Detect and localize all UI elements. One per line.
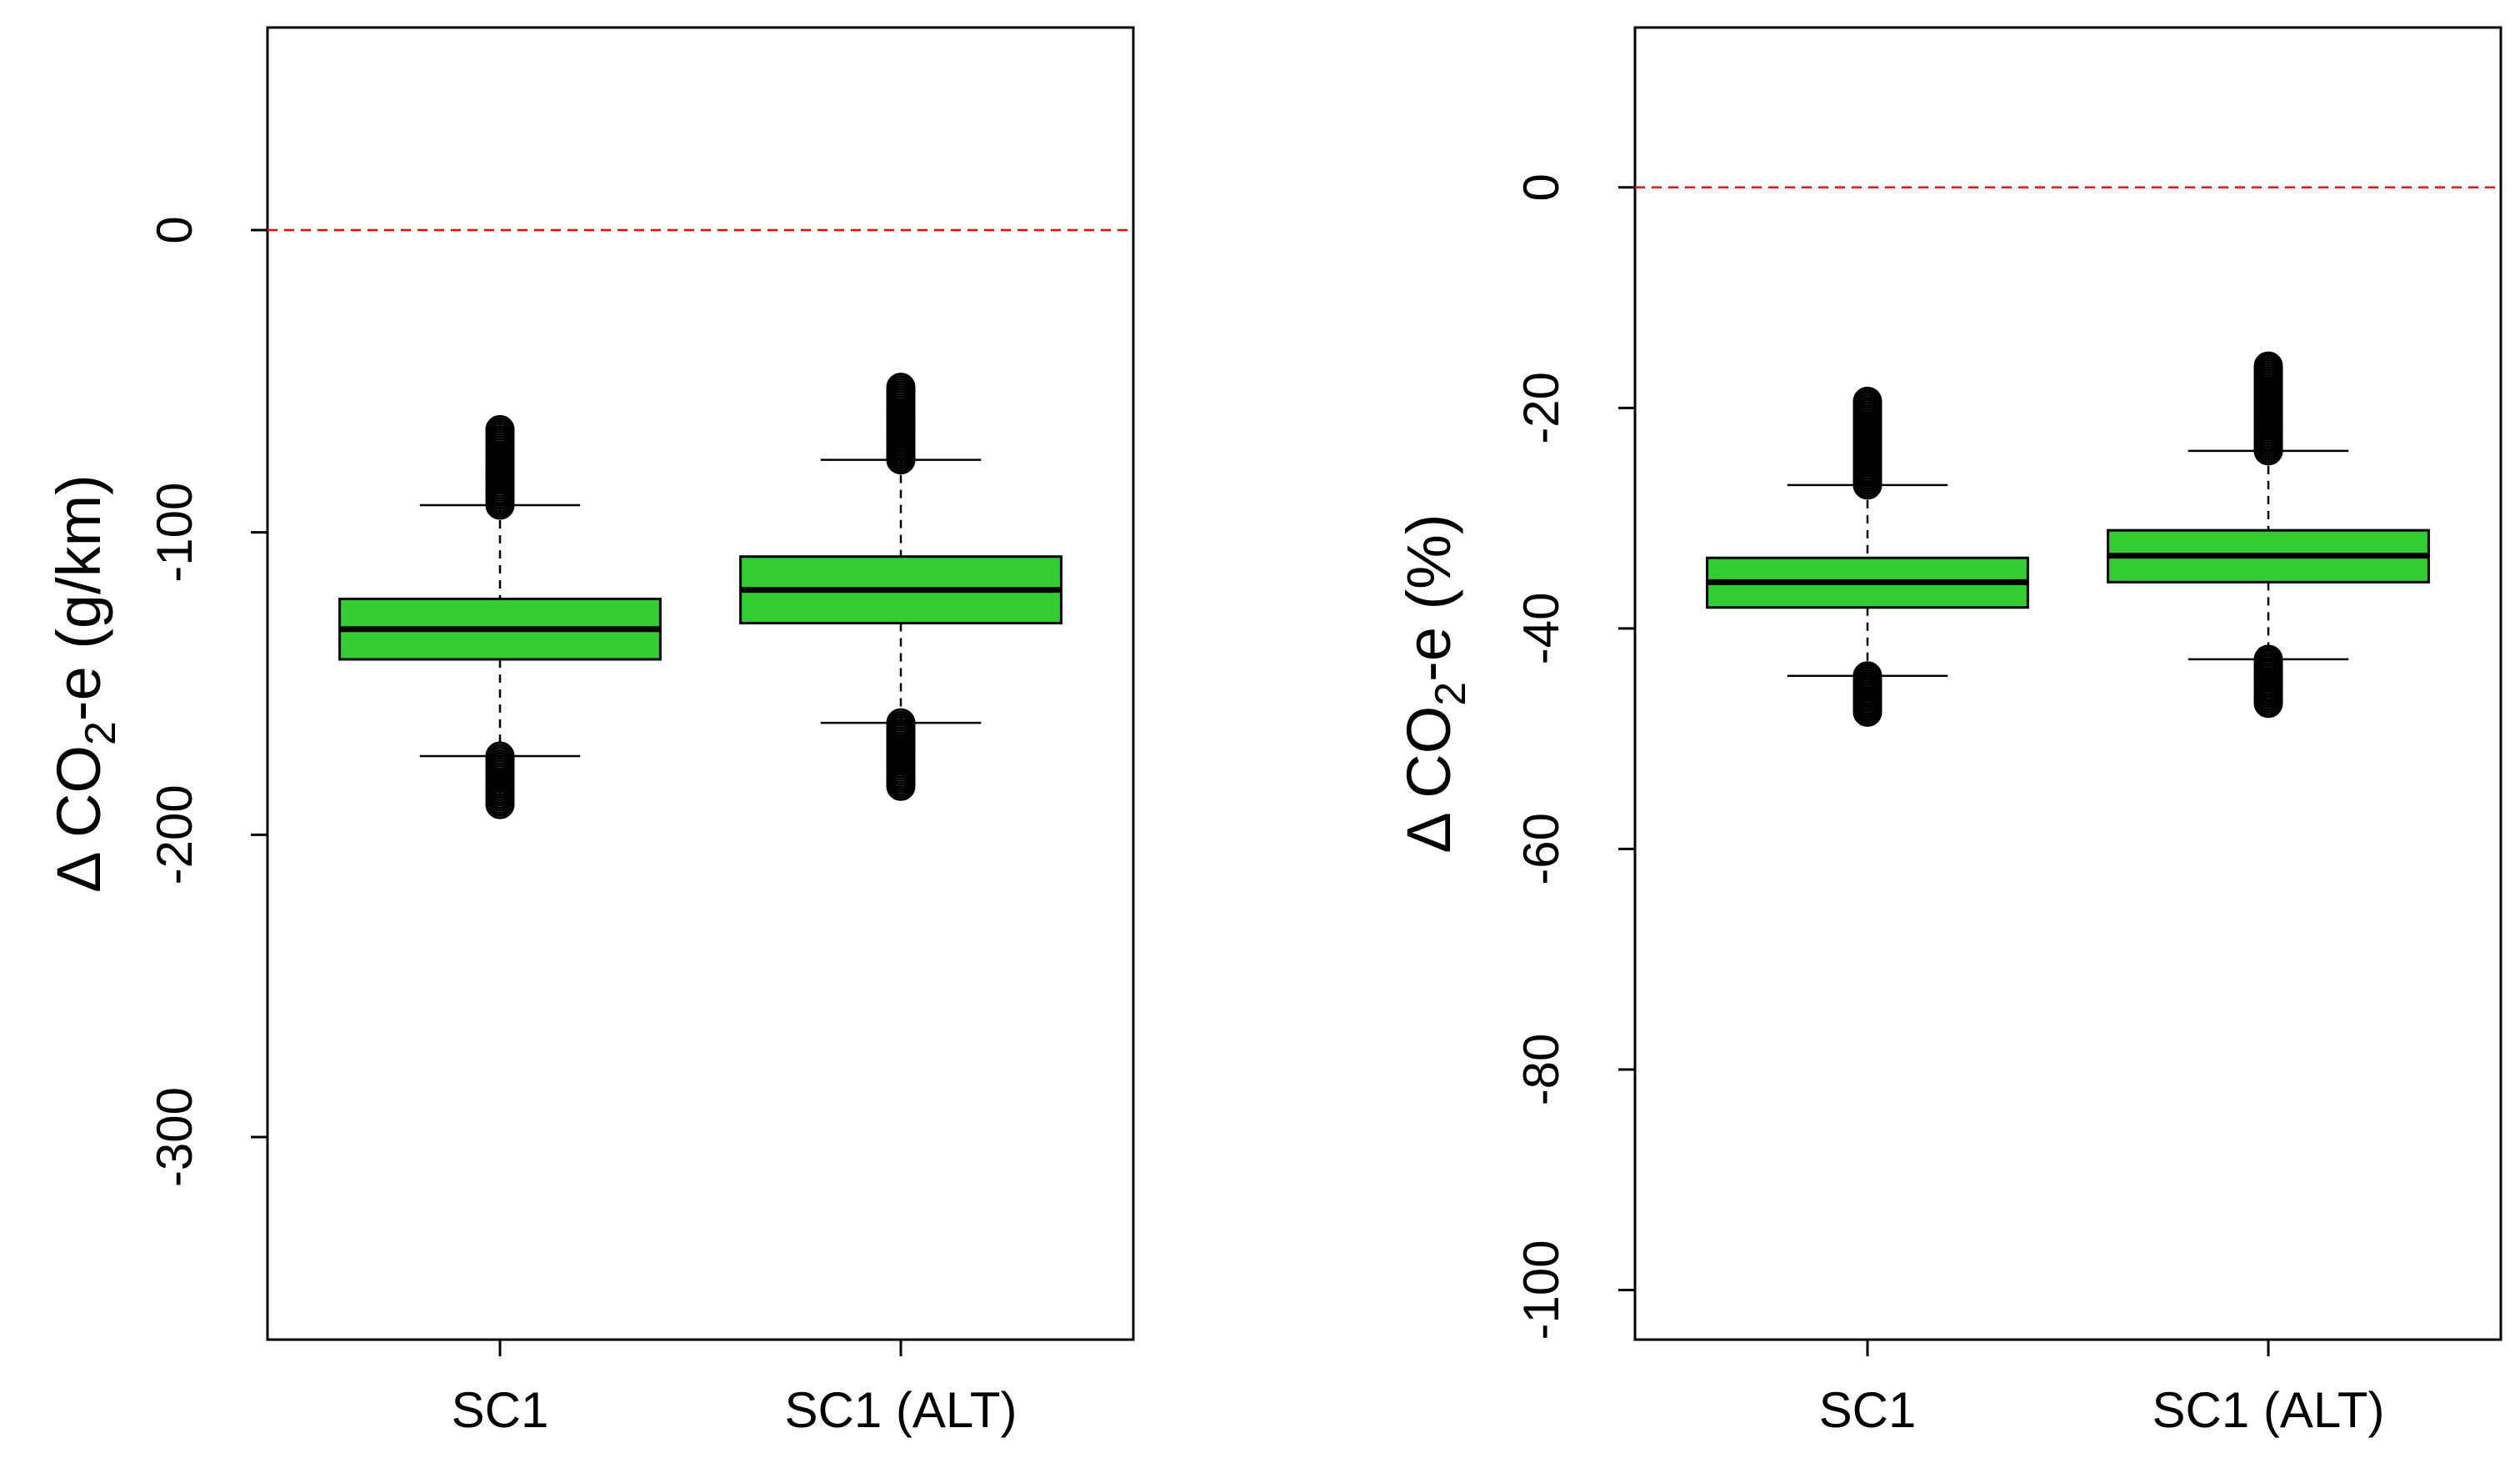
chart-marks [1635, 186, 2501, 727]
outlier-point-low [2253, 689, 2283, 719]
outlier-point-low [485, 789, 515, 819]
outlier-point-low [886, 771, 916, 801]
y-tick-label: -100 [147, 483, 202, 583]
y-tick-label: -20 [1513, 372, 1569, 444]
y-axis: 0 -100 -200 -300 [147, 216, 268, 1187]
y-axis: 0 -20 -40 -60 -80 -100 [1513, 173, 1635, 1340]
y-tick-label: -80 [1513, 1034, 1569, 1106]
chart-panel-gkm: 0 -100 -200 -300 SC1 SC1 (ALT) Δ CO2-e (g/km… [44, 26, 1135, 1438]
outlier-point-low [1852, 697, 1882, 727]
x-tick-label: SC1 [452, 1382, 549, 1438]
y-tick-label: -40 [1513, 593, 1569, 665]
plot-area [1633, 26, 2502, 1341]
box-sc1-alt [739, 373, 1062, 801]
x-tick-label: SC1 (ALT) [785, 1382, 1018, 1438]
box-sc1 [1706, 386, 2029, 727]
y-axis-title: Δ CO2-e (%) [1394, 514, 1475, 853]
box-sc1-alt [2107, 351, 2430, 719]
x-axis: SC1 SC1 (ALT) [452, 1340, 1018, 1438]
x-tick-label: SC1 (ALT) [2152, 1382, 2385, 1438]
y-tick-label: -100 [1513, 1240, 1569, 1340]
plot-area [266, 26, 1135, 1341]
y-tick-label: 0 [1513, 173, 1569, 201]
chart-panel-percent: 0 -20 -40 -60 -80 -100 SC1 SC1 (ALT) Δ CO2-e (… [1394, 26, 2502, 1438]
x-axis: SC1 SC1 (ALT) [1819, 1340, 2385, 1438]
x-tick-label: SC1 [1819, 1382, 1917, 1438]
chart-marks [268, 228, 1133, 819]
y-tick-label: -200 [147, 784, 202, 884]
box-sc1 [338, 414, 662, 819]
y-axis-title: Δ CO2-e (g/km) [44, 474, 125, 893]
y-tick-label: 0 [147, 216, 202, 243]
y-tick-label: -300 [147, 1087, 202, 1187]
y-tick-label: -60 [1513, 813, 1569, 885]
